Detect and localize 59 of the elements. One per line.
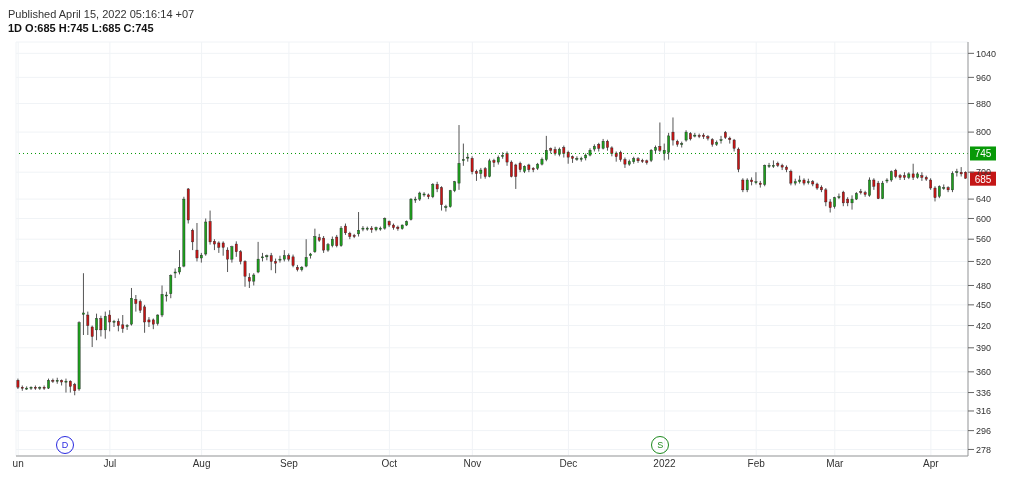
x-tick-label: Sep [280,458,299,470]
x-tick-label: Aug [192,458,211,470]
candlestick [103,311,107,340]
candlestick [636,156,640,164]
y-tick-label: 278 [976,444,992,455]
x-tick-label: Dec [559,458,578,470]
x-tick-label: Jul [103,458,117,470]
chart-title: 1D O:685 H:745 L:685 C:745 [8,22,155,36]
x-tick-label: Feb [747,458,766,470]
y-tick-label: 800 [976,127,992,138]
y-tick-label: 600 [976,213,992,224]
candlestick [658,122,662,153]
candlestick [195,222,199,262]
y-tick-label: 520 [976,256,992,267]
x-tick-label: Nov [463,458,482,470]
candlestick [514,163,518,190]
candlestick [339,225,343,248]
x-tick-label: 2022 [653,458,677,470]
y-tick-label: 360 [976,367,992,378]
x-tick-label: un [12,458,24,470]
ref-line-label: 745 [974,148,992,160]
y-tick-label: 450 [976,300,992,311]
candlestick [278,255,282,264]
candlestick [457,124,461,191]
x-tick-label: Oct [381,458,398,470]
x-tick-label: Apr [923,458,940,470]
x-tick-label: Mar [826,458,845,470]
candlestick [824,187,828,207]
candlestick [357,211,360,238]
y-tick-label: 640 [976,194,992,205]
candlestick [86,311,90,336]
text: Published April 15, 2022 05:16:14 +07 [8,8,196,22]
candlestick [575,155,579,162]
y-tick-label: 480 [976,280,992,291]
candlestick [125,323,129,331]
y-tick-label: 316 [976,406,992,417]
candlestick [920,171,924,182]
candlestick [313,228,317,254]
candlestick [256,241,260,274]
candlestick [898,173,902,181]
y-tick-label: 390 [976,343,992,354]
candlestick [304,238,308,268]
candlestick [64,378,68,394]
candlestick [850,194,854,211]
candlestick [719,135,723,145]
y-tick-label: 336 [976,387,992,398]
y-tick-label: 296 [976,425,992,436]
candlestick [462,143,465,167]
candlestick [191,228,194,251]
y-tick-label: 420 [976,320,992,331]
y-tick-label: 880 [976,98,992,109]
candlestick [470,155,474,175]
candlestick [754,171,758,185]
candlestick [29,385,33,391]
y-tick-label: 960 [976,72,992,83]
candlestick [42,384,46,391]
candlestick [99,315,103,337]
y-tick-label: 560 [976,234,992,245]
y-tick-label: 1040 [976,48,997,59]
